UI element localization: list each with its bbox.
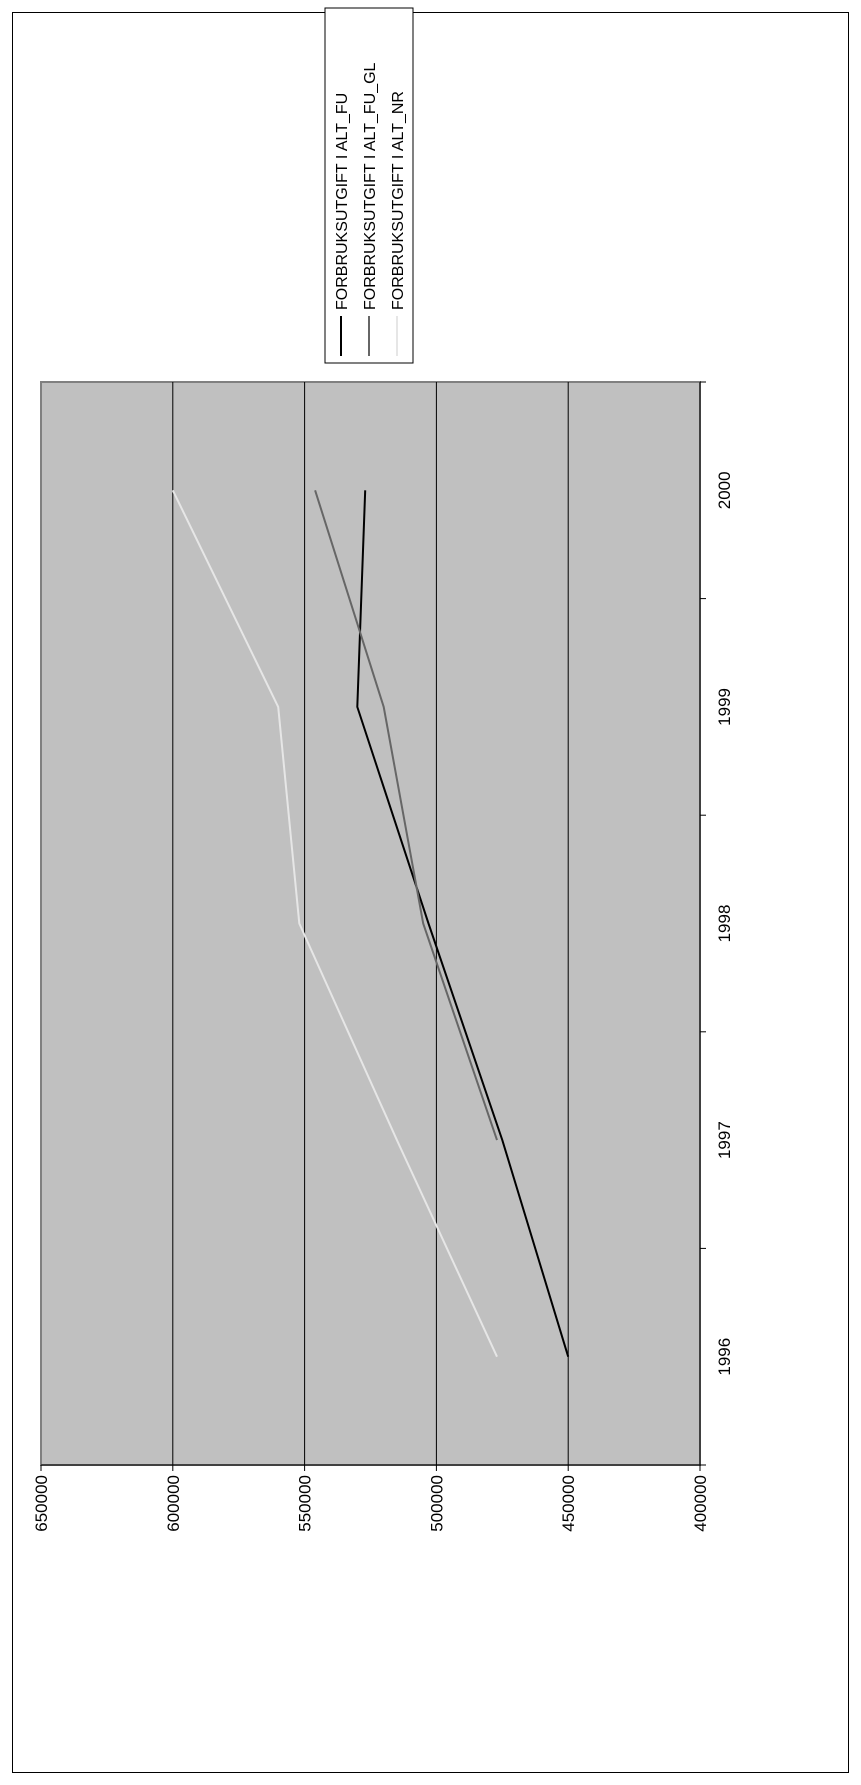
category-tick-label: 1998	[715, 905, 734, 943]
legend-label: FORBRUKSUTGIFT I ALT_FU	[334, 93, 351, 310]
series-line-1	[314, 489, 498, 1141]
category-tick-label: 2000	[715, 471, 734, 509]
plot-area	[40, 381, 701, 1466]
category-tick-label: 1999	[715, 688, 734, 726]
legend-box	[324, 7, 414, 364]
value-tick-label: 550000	[296, 1475, 315, 1532]
value-tick-label: 650000	[32, 1475, 51, 1532]
value-tick-label: 500000	[427, 1475, 446, 1532]
legend-label: FORBRUKSUTGIFT I ALT_NR	[390, 91, 407, 310]
category-tick-label: 1996	[715, 1338, 734, 1376]
category-tick-label: 1997	[715, 1121, 734, 1159]
value-tick-label: 600000	[164, 1475, 183, 1532]
value-tick-label: 450000	[559, 1475, 578, 1532]
value-tick-label: 400000	[691, 1475, 710, 1532]
legend-label: FORBRUKSUTGIFT I ALT_FU_GL	[362, 62, 379, 310]
legend: FORBRUKSUTGIFT I ALT_FU FORBRUKSUTGIFT I …	[324, 7, 414, 364]
series-line-2	[171, 489, 498, 1358]
